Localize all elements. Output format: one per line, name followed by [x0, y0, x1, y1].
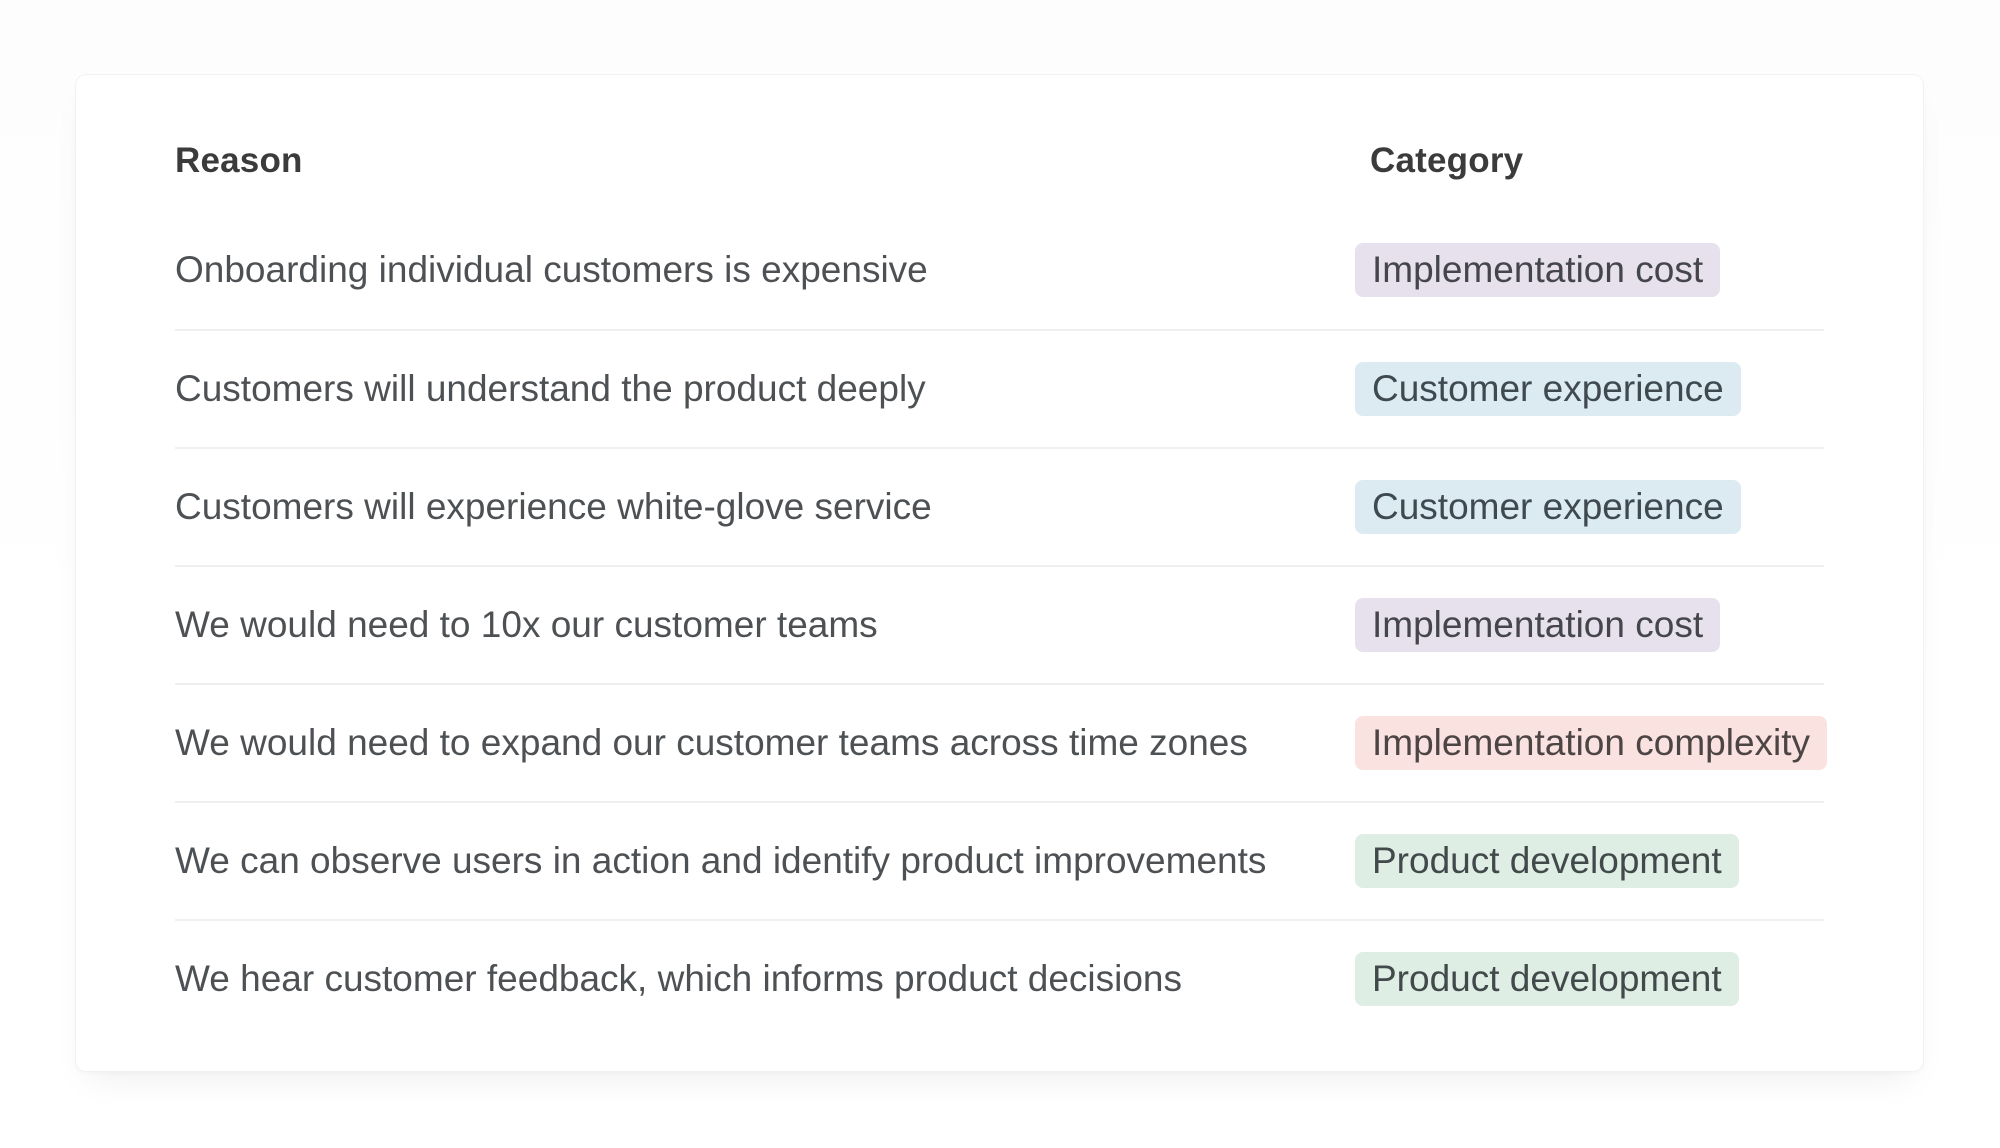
table-header-row: Reason Category — [175, 111, 1824, 211]
table-row[interactable]: We would need to expand our customer tea… — [175, 683, 1828, 801]
category-cell: Product development — [1355, 951, 1824, 1007]
category-badge: Product development — [1355, 951, 1739, 1007]
column-header-reason: Reason — [175, 141, 303, 180]
category-cell: Implementation complexity — [1355, 715, 1828, 771]
category-cell: Customer experience — [1355, 361, 1824, 417]
reason-cell: We would need to 10x our customer teams — [175, 604, 878, 645]
category-badge: Customer experience — [1355, 479, 1741, 535]
column-header-reason-wrap: Reason — [175, 141, 1355, 181]
category-badge: Implementation cost — [1355, 242, 1721, 298]
category-cell: Implementation cost — [1355, 597, 1824, 653]
table-row[interactable]: Onboarding individual customers is expen… — [175, 211, 1824, 329]
category-badge: Product development — [1355, 833, 1739, 889]
table-row[interactable]: We would need to 10x our customer teams … — [175, 565, 1824, 683]
category-cell: Customer experience — [1355, 479, 1824, 535]
table-row[interactable]: Customers will experience white-glove se… — [175, 447, 1824, 565]
column-header-category-wrap: Category — [1355, 141, 1824, 181]
reason-cell: We can observe users in action and ident… — [175, 840, 1267, 881]
table-row[interactable]: We hear customer feedback, which informs… — [175, 919, 1824, 1037]
column-header-category: Category — [1370, 141, 1524, 180]
table-row[interactable]: Customers will understand the product de… — [175, 329, 1824, 447]
reasons-table-card: Reason Category Onboarding individual cu… — [76, 75, 1923, 1071]
reason-cell: We hear customer feedback, which informs… — [175, 958, 1183, 999]
table-body: Onboarding individual customers is expen… — [175, 211, 1828, 1037]
category-badge: Customer experience — [1355, 361, 1741, 417]
reason-cell: We would need to expand our customer tea… — [175, 722, 1248, 763]
category-cell: Product development — [1355, 833, 1824, 889]
table-row[interactable]: We can observe users in action and ident… — [175, 801, 1824, 919]
category-badge: Implementation complexity — [1355, 715, 1828, 771]
reason-cell: Onboarding individual customers is expen… — [175, 249, 928, 290]
category-badge: Implementation cost — [1355, 597, 1721, 653]
reason-cell: Customers will experience white-glove se… — [175, 486, 932, 527]
reason-cell: Customers will understand the product de… — [175, 368, 926, 409]
category-cell: Implementation cost — [1355, 242, 1824, 298]
